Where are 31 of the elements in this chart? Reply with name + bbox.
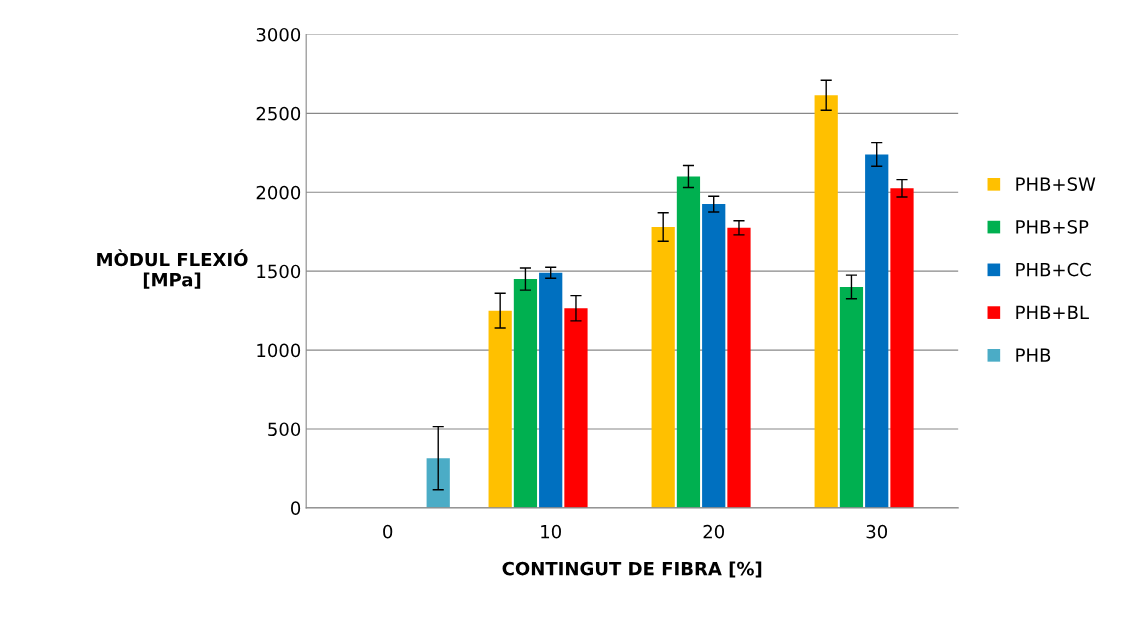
bar — [539, 272, 563, 508]
legend-label: PHB+SP — [1016, 220, 1089, 234]
bar — [890, 188, 914, 508]
y-axis-title: MÒDUL FLEXIÓ [MPa] — [97, 249, 248, 289]
y-tick-label: 0 — [291, 501, 301, 515]
bar — [839, 286, 864, 508]
legend-label: PHB+CC — [1016, 262, 1091, 277]
y-tick-label: 500 — [268, 422, 301, 437]
bar — [727, 227, 751, 508]
legend-label: PHB+SW — [1016, 177, 1096, 191]
y-tick-label: 3000 — [256, 27, 301, 42]
x-axis-title: CONTINGUT DE FIBRA [%] — [502, 561, 762, 578]
bar — [651, 226, 675, 508]
bar — [564, 308, 588, 508]
y-tick-label: 1500 — [257, 264, 301, 279]
y-tick-label: 2000 — [256, 185, 301, 200]
legend-label: PHB — [1016, 348, 1051, 362]
x-tick-label: 10 — [541, 524, 561, 539]
bar — [702, 204, 726, 508]
bar — [426, 458, 450, 508]
bar — [865, 154, 889, 508]
bar — [676, 176, 701, 508]
bar — [814, 95, 838, 508]
x-tick-label: 0 — [383, 524, 393, 539]
legend-label: PHB+BL — [1016, 305, 1089, 319]
x-tick-label: 20 — [703, 524, 724, 539]
bar — [513, 279, 538, 508]
y-tick-label: 1000 — [257, 343, 301, 358]
x-tick-label: 30 — [866, 524, 888, 539]
bar — [488, 310, 512, 508]
y-tick-label: 2500 — [256, 106, 301, 121]
